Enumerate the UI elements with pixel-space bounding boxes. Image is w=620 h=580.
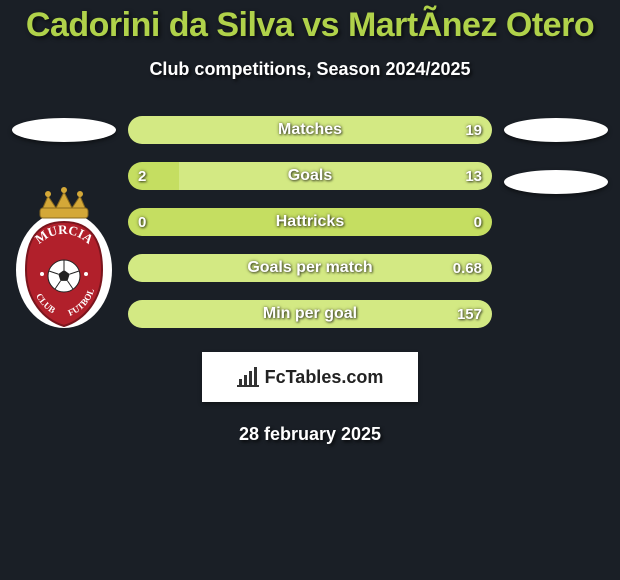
stat-bar-right [128,254,492,282]
stat-row: Matches 19 [128,116,492,144]
brand-box: FcTables.com [202,352,418,402]
right-side [500,116,612,194]
stats-column: Matches 19 2 Goals 13 0 Hattricks [120,116,500,328]
stat-bar-right [128,116,492,144]
stat-row: Goals per match 0.68 [128,254,492,282]
left-team-crest: MURCIA CLUB FUTBOL [14,182,114,330]
right-player-ellipse [504,118,608,142]
stat-bar [128,300,492,328]
content-row: MURCIA CLUB FUTBOL [0,116,620,330]
comparison-card: Cadorini da Silva vs MartÃ­nez Otero Clu… [0,0,620,580]
date-label: 28 february 2025 [0,424,620,445]
stat-bar-right [179,162,492,190]
stat-bar [128,208,492,236]
stat-bar-right [128,300,492,328]
left-player-ellipse [12,118,116,142]
stat-bar-left [128,162,179,190]
stat-bar [128,116,492,144]
subtitle: Club competitions, Season 2024/2025 [0,59,620,80]
brand-label: FcTables.com [265,367,384,388]
left-side: MURCIA CLUB FUTBOL [8,116,120,330]
stat-row: Min per goal 157 [128,300,492,328]
bar-chart-icon [237,367,259,387]
stat-bar [128,162,492,190]
page-title: Cadorini da Silva vs MartÃ­nez Otero [0,6,620,45]
stat-bar-left [128,208,492,236]
stat-row: 0 Hattricks 0 [128,208,492,236]
right-team-ellipse [504,170,608,194]
stat-bar [128,254,492,282]
stat-row: 2 Goals 13 [128,162,492,190]
